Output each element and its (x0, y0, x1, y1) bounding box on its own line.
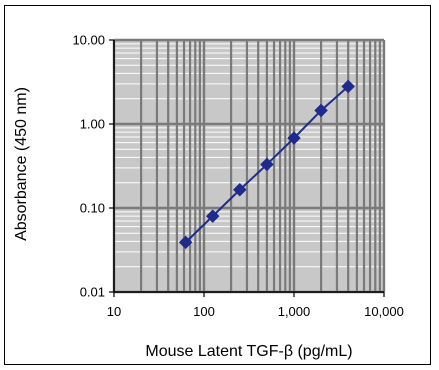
x-axis-title: Mouse Latent TGF-β (pg/mL) (145, 343, 352, 360)
x-tick-label: 10 (107, 304, 121, 319)
y-tick-label: 0.01 (80, 285, 105, 300)
y-axis-title: Absorbance (450 nm) (13, 87, 30, 241)
x-tick-label: 1,000 (278, 304, 311, 319)
data-point-marker (260, 157, 274, 172)
data-point-marker (314, 103, 328, 118)
y-tick-label: 0.10 (80, 201, 105, 216)
data-point-marker (205, 209, 220, 223)
x-tick-label: 100 (193, 304, 215, 319)
data-point-marker (287, 131, 301, 145)
x-tick-label: 10,000 (364, 304, 404, 319)
data-point-marker (232, 182, 247, 197)
y-tick-label: 10.00 (72, 33, 105, 48)
y-tick-label: 1.00 (80, 117, 105, 132)
data-point-marker (178, 235, 193, 250)
data-point-marker (341, 79, 356, 94)
plot-area (114, 40, 384, 292)
